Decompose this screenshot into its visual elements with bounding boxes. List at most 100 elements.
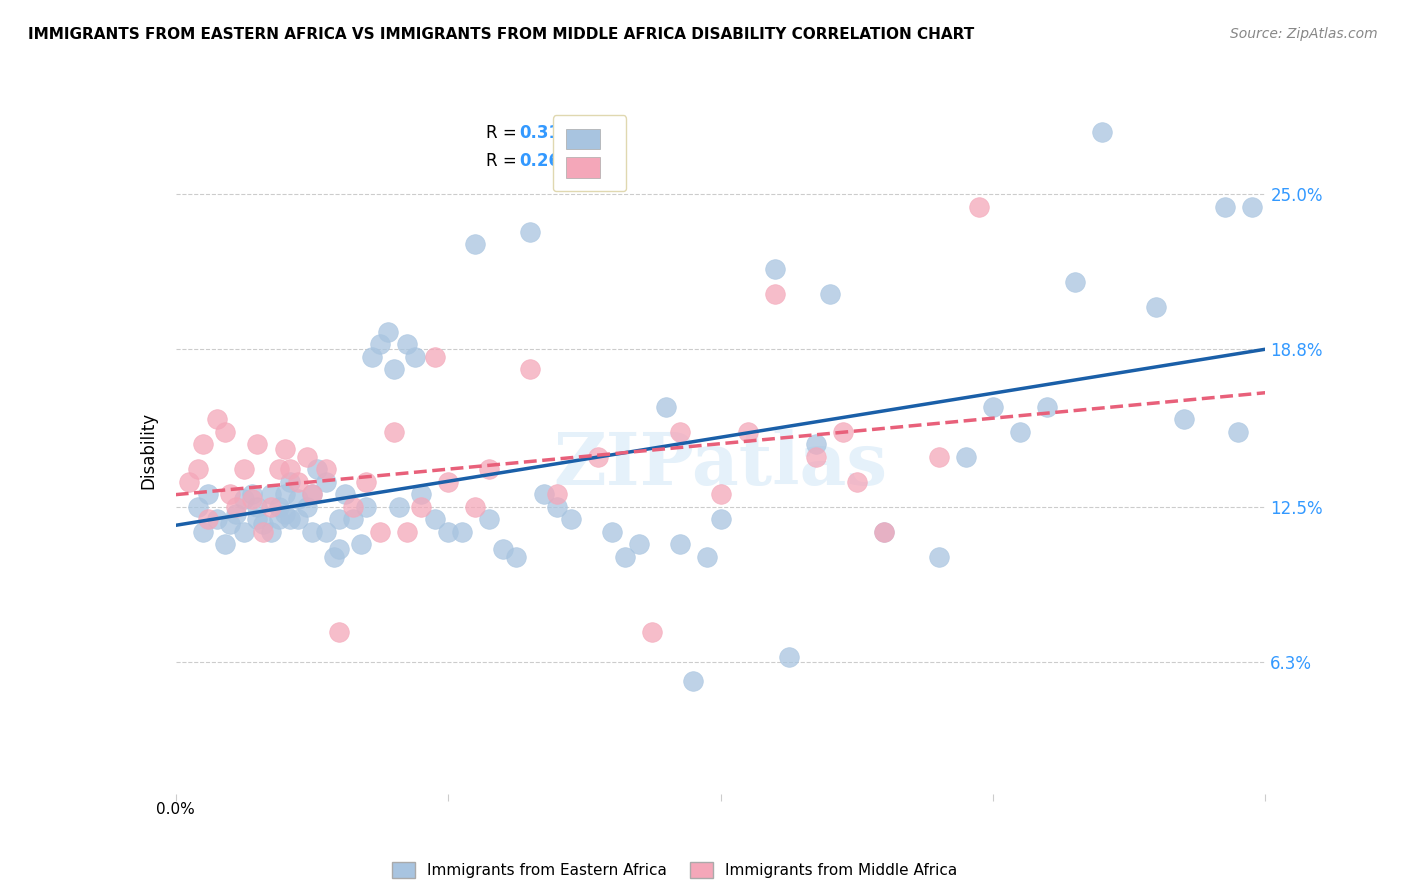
Point [682,674,704,689]
Point [505,549,527,564]
Point [818,287,841,301]
Point [586,450,609,464]
Point [405,350,427,364]
Point [350,537,373,551]
Point [333,487,356,501]
Point [214,537,236,551]
Point [641,624,664,639]
Point [668,537,690,551]
Point [274,442,297,457]
Point [260,500,283,514]
Point [246,512,269,526]
Point [873,524,896,539]
Point [696,549,718,564]
Point [437,524,460,539]
Point [328,512,350,526]
Point [396,337,419,351]
Point [278,462,301,476]
Point [546,487,568,501]
Point [232,524,254,539]
Point [546,500,568,514]
Text: 80: 80 [600,124,624,142]
Point [219,487,242,501]
Point [219,517,242,532]
Point [1144,300,1167,314]
Point [955,450,977,464]
Point [710,512,733,526]
Point [252,524,274,539]
Point [260,524,283,539]
Point [186,462,209,476]
Point [778,649,800,664]
Point [1010,425,1032,439]
Point [287,492,309,507]
Point [492,542,515,557]
Point [464,500,486,514]
Point [191,524,214,539]
Point [301,524,323,539]
Point [1227,425,1250,439]
Text: R =: R = [486,152,522,169]
Point [269,512,291,526]
Point [328,624,350,639]
Point [246,437,269,451]
Point [464,237,486,252]
Point [600,524,623,539]
Point [873,524,896,539]
Point [301,487,323,501]
Point [519,362,541,376]
Point [560,512,582,526]
Point [437,475,460,489]
Point [315,462,337,476]
Point [981,400,1004,414]
Point [232,492,254,507]
Point [186,500,209,514]
Point [287,512,309,526]
Point [342,500,364,514]
Point [252,517,274,532]
Text: IMMIGRANTS FROM EASTERN AFRICA VS IMMIGRANTS FROM MIDDLE AFRICA DISABILITY CORRE: IMMIGRANTS FROM EASTERN AFRICA VS IMMIGR… [28,27,974,42]
Point [1091,125,1114,139]
Y-axis label: Disability: Disability [139,412,157,489]
Point [214,425,236,439]
Point [342,512,364,526]
Point [197,512,219,526]
Point [409,500,432,514]
Point [240,487,263,501]
Point [928,450,950,464]
Point [450,524,472,539]
Point [287,475,309,489]
Point [377,325,399,339]
Point [382,362,405,376]
Point [269,462,291,476]
Point [478,462,501,476]
Point [225,500,247,514]
Point [356,475,378,489]
Point [928,549,950,564]
Point [274,507,297,521]
Text: N =: N = [568,152,605,169]
Legend: Immigrants from Eastern Africa, Immigrants from Middle Africa: Immigrants from Eastern Africa, Immigran… [387,856,963,884]
Point [804,450,827,464]
Legend: , : , [553,115,627,191]
Point [1213,200,1236,214]
Point [315,475,337,489]
Point [614,549,637,564]
Point [295,500,318,514]
Point [368,524,391,539]
Point [655,400,678,414]
Point [240,492,263,507]
Text: R =: R = [486,124,522,142]
Point [710,487,733,501]
Point [368,337,391,351]
Point [627,537,650,551]
Point [1063,275,1085,289]
Point [232,462,254,476]
Point [191,437,214,451]
Point [274,487,297,501]
Point [832,425,855,439]
Point [269,500,291,514]
Point [360,350,382,364]
Text: N =: N = [568,124,605,142]
Point [278,475,301,489]
